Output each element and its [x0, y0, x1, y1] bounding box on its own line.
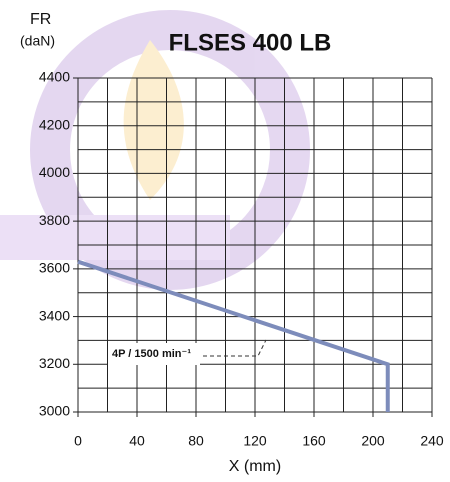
series-label-leader — [203, 339, 267, 357]
x-axis-label: X (mm) — [229, 458, 281, 475]
y-tick-label: 3600 — [39, 260, 70, 276]
series-label-box — [108, 343, 200, 365]
y-tick-label: 4000 — [39, 164, 70, 180]
watermark-band — [0, 215, 230, 260]
y-tick-label: 4400 — [39, 69, 70, 85]
x-tick-label: 0 — [74, 433, 82, 449]
y-tick-label: 3800 — [39, 212, 70, 228]
y-axis-unit: (daN) — [20, 33, 55, 49]
data-line — [77, 259, 390, 412]
y-axis-label: FR — [30, 11, 51, 28]
x-tick-label: 40 — [129, 433, 145, 449]
y-tick-label: 3000 — [39, 403, 70, 419]
y-tick-label: 4200 — [39, 116, 70, 132]
series-label: 4P / 1500 min⁻¹ — [112, 348, 191, 360]
x-tick-label: 120 — [243, 433, 267, 449]
x-tick-label: 80 — [188, 433, 204, 449]
y-tick-label: 3200 — [39, 355, 70, 371]
x-tick-label: 240 — [420, 433, 444, 449]
x-tick-label: 200 — [361, 433, 385, 449]
chart-title: FLSES 400 LB — [169, 29, 332, 56]
x-tick-label: 160 — [302, 433, 326, 449]
watermark-flame — [123, 40, 184, 200]
y-tick-label: 3400 — [39, 307, 70, 323]
